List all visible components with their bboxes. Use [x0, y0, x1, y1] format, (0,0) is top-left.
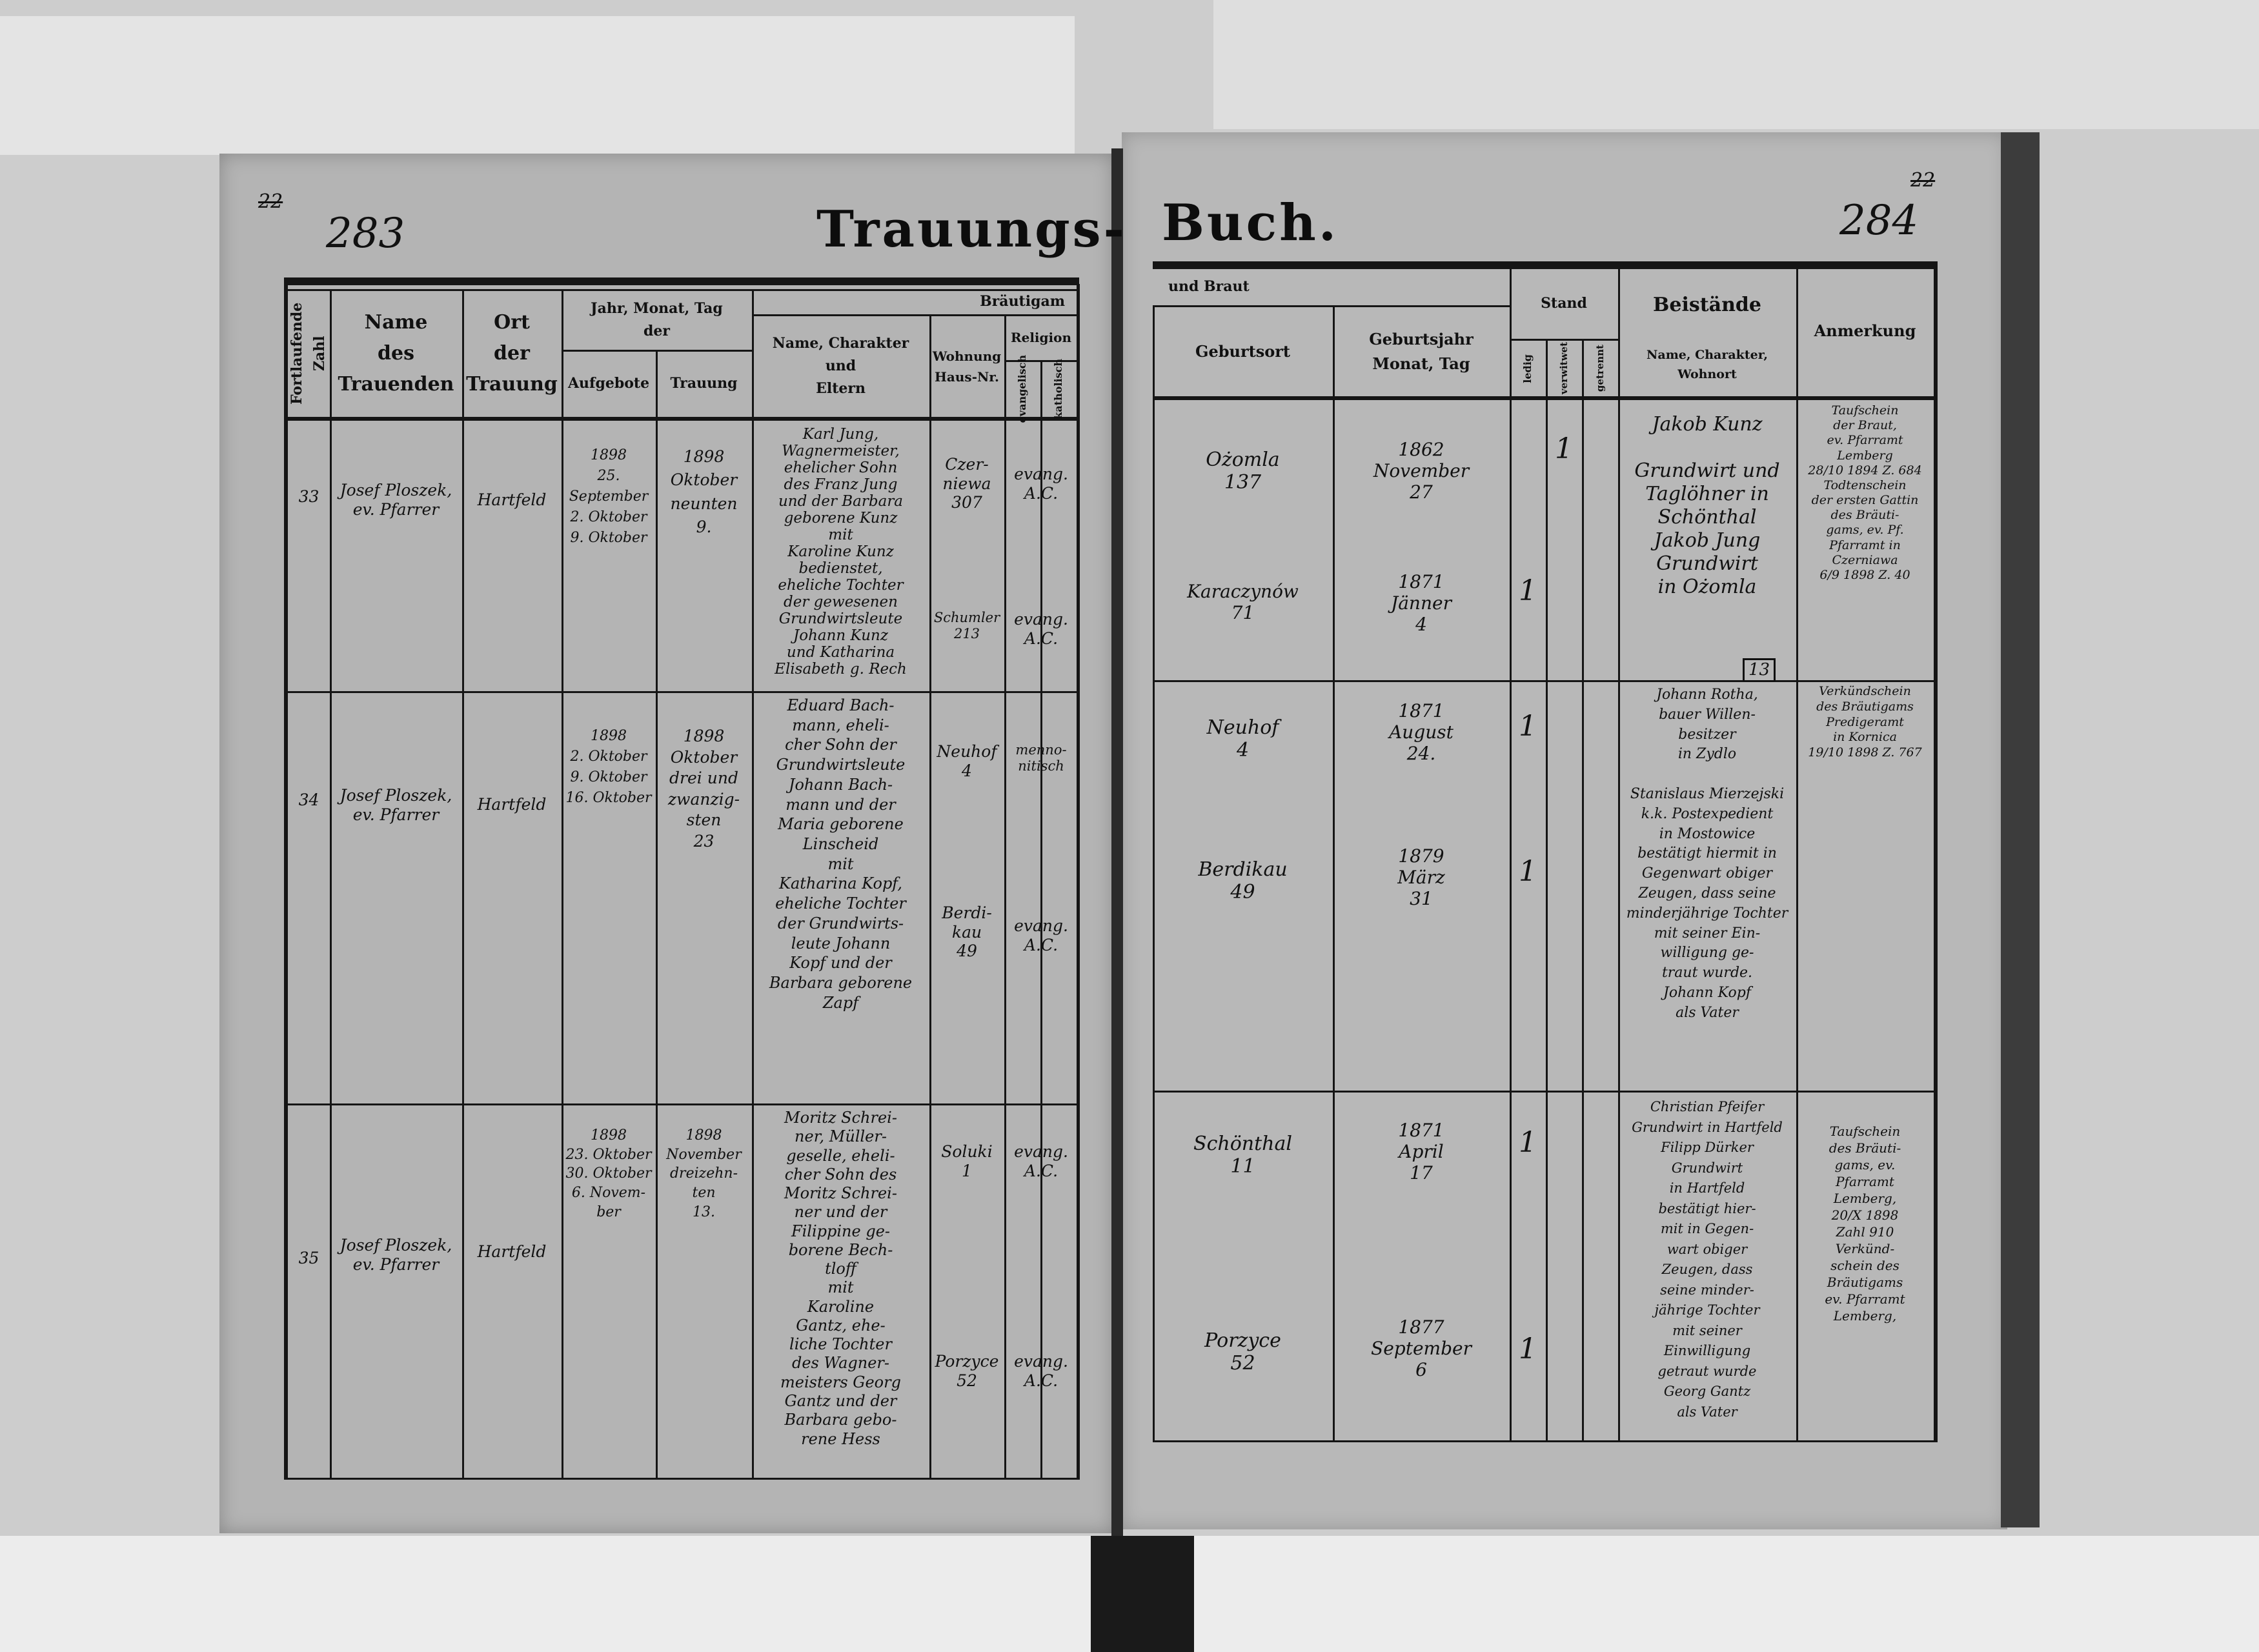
groom-religion: evang. A.C. — [1014, 1142, 1068, 1180]
groom-and-bride-names: Eduard Bach- mann, eheli- cher Sohn der … — [769, 696, 913, 1012]
remarks: Verkündschein des Bräutigams Predigeramt… — [1808, 684, 1922, 760]
header-status: Stand — [1541, 294, 1587, 312]
header-bride-group: und Braut — [1168, 278, 1250, 296]
groom-residence: Czer- niewa 307 — [942, 455, 991, 512]
background-sheet — [1213, 0, 2259, 129]
bride-status-mark: 1 — [1519, 855, 1537, 888]
wedding-date: 1898 November dreizehn- ten 13. — [666, 1127, 742, 1220]
header-birthplace: Geburtsort — [1195, 341, 1290, 361]
wedding-place: Hartfeld — [477, 1242, 547, 1261]
header-serial: Fortlaufende Zahl — [289, 302, 329, 405]
header-wedding: Trauung — [670, 375, 738, 392]
bride-residence: Berdi- kau 49 — [942, 903, 992, 960]
page-number: 283 — [326, 210, 405, 257]
bride-birth-date: 1871 Jänner 4 — [1391, 571, 1452, 636]
groom-birthplace: Neuhof 4 — [1206, 716, 1279, 762]
header-single: ledig — [1521, 354, 1534, 383]
header-witnesses: Beistände — [1653, 294, 1761, 316]
bride-birth-date: 1877 September 6 — [1371, 1316, 1472, 1381]
header-catholic: katholisch — [1052, 359, 1065, 419]
groom-birth-date: 1862 November 27 — [1373, 439, 1470, 503]
wedding-place: Hartfeld — [477, 795, 547, 814]
wedding-place: Hartfeld — [477, 490, 547, 509]
struck-page-number: 22 — [1910, 169, 1936, 192]
header-officiant: Name des Trauenden — [338, 311, 454, 396]
bride-religion: evang. A.C. — [1014, 1352, 1068, 1390]
groom-birthplace: Schönthal 11 — [1193, 1133, 1292, 1178]
page-number: 284 — [1839, 197, 1919, 245]
entry-number: 35 — [298, 1249, 319, 1267]
header-religion: Religion — [1010, 330, 1071, 345]
page-title: Buch. — [1162, 194, 1339, 252]
header-residence: Wohnung Haus-Nr. — [932, 348, 1002, 385]
bride-status-mark: 1 — [1519, 574, 1537, 607]
header-witnesses-sub: Name, Charakter, Wohnort — [1646, 347, 1768, 381]
header-evangelical: evangelisch — [1016, 355, 1029, 423]
header-separated: getrennt — [1594, 345, 1606, 392]
groom-and-bride-names: Moritz Schrei- ner, Müller- geselle, ehe… — [780, 1109, 901, 1448]
witnesses: Johann Rotha, bauer Willen- besitzer in … — [1626, 687, 1788, 1021]
header-widowed: verwitwet — [1558, 342, 1570, 395]
bride-religion: evang. A.C. — [1014, 916, 1068, 954]
header-birth-year: Geburtsjahr Monat, Tag — [1369, 329, 1474, 373]
bride-residence: Porzyce 52 — [935, 1352, 999, 1390]
groom-residence: Neuhof 4 — [937, 742, 997, 780]
officiant: Josef Ploszek, ev. Pfarrer — [339, 786, 452, 824]
witnesses: Christian Pfeifer Grundwirt in Hartfeld … — [1632, 1099, 1783, 1420]
groom-status-mark: 1 — [1555, 432, 1573, 465]
banns-dates: 1898 23. Oktober 30. Oktober 6. Novem- b… — [565, 1127, 652, 1220]
background-gap — [1091, 1536, 1194, 1652]
groom-religion: evang. A.C. — [1014, 465, 1068, 503]
struck-page-number: 22 — [258, 190, 283, 213]
groom-residence: Soluki 1 — [941, 1142, 993, 1180]
officiant: Josef Ploszek, ev. Pfarrer — [339, 1236, 452, 1274]
background-sheet — [0, 16, 1075, 155]
entry-number: 34 — [298, 791, 319, 809]
entry-number: 33 — [298, 487, 319, 506]
banns-dates: 1898 2. Oktober 9. Oktober 16. Oktober — [565, 728, 652, 806]
bride-birthplace: Karaczynów 71 — [1187, 581, 1299, 624]
right-page — [1122, 132, 2007, 1529]
groom-birthplace: Ożomla 137 — [1206, 448, 1280, 494]
remarks: Taufschein des Bräuti- gams, ev. Pfarram… — [1825, 1123, 1905, 1324]
groom-religion: menno- nitisch — [1015, 742, 1067, 774]
header-groom-group: Bräutigam — [980, 293, 1065, 310]
groom-status-mark: 1 — [1519, 1126, 1537, 1159]
wedding-date: 1898 Oktober drei und zwanzig- sten 23 — [667, 727, 740, 851]
groom-and-bride-names: Karl Jung, Wagnermeister, ehelicher Sohn… — [775, 426, 907, 678]
banns-dates: 1898 25. September 2. Oktober 9. Oktober — [569, 447, 649, 546]
groom-birth-date: 1871 August 24. — [1389, 700, 1454, 765]
bride-birthplace: Porzyce 52 — [1204, 1329, 1281, 1375]
bride-birthplace: Berdikau 49 — [1198, 858, 1288, 904]
bride-residence: Schumler 213 — [933, 610, 1000, 641]
groom-birth-date: 1871 April 17 — [1398, 1120, 1444, 1184]
bride-religion: evang. A.C. — [1014, 610, 1068, 648]
header-place: Ort der Trauung — [466, 311, 558, 396]
left-page — [219, 154, 1113, 1533]
wedding-date: 1898 Oktober neunten 9. — [670, 447, 738, 536]
header-name: Name, Charakter und Eltern — [772, 334, 909, 398]
officiant: Josef Ploszek, ev. Pfarrer — [339, 481, 452, 519]
witnesses: Jakob Kunz Grundwirt und Taglöhner in Sc… — [1634, 413, 1780, 598]
header-remarks: Anmerkung — [1814, 321, 1916, 340]
bride-birth-date: 1879 März 31 — [1397, 845, 1445, 910]
page-title: Trauungs- — [816, 200, 1127, 259]
header-banns: Aufgebote — [567, 375, 650, 392]
witness-tag: 13 — [1743, 658, 1776, 682]
page-edge — [2001, 132, 2040, 1527]
header-date-group: Jahr, Monat, Tag der — [591, 299, 723, 339]
remarks: Taufschein der Braut, ev. Pfarramt Lembe… — [1808, 403, 1922, 582]
bride-status-mark: 1 — [1519, 1333, 1537, 1365]
groom-status-mark: 1 — [1519, 710, 1537, 743]
book-spine — [1111, 148, 1123, 1536]
